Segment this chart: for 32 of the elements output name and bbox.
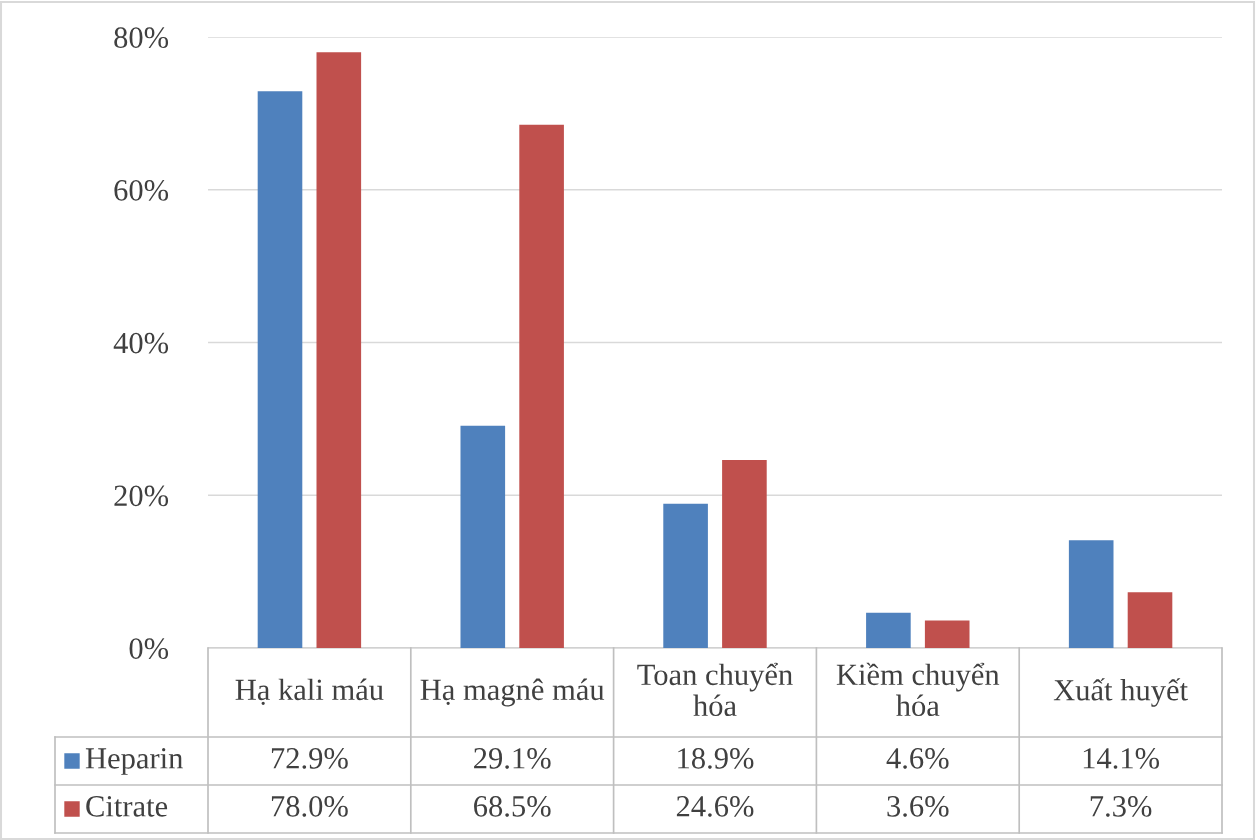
legend-label: Heparin	[85, 748, 183, 775]
y-tick-label: 40%	[113, 332, 169, 354]
bar	[519, 124, 564, 648]
data-label: 78.0%	[271, 796, 348, 817]
data-label: 4.6%	[886, 748, 949, 769]
bar	[257, 91, 303, 648]
bar	[663, 503, 708, 648]
x-tick-label: Xuất huyết	[1053, 678, 1188, 707]
bar	[924, 620, 970, 648]
data-label: 18.9%	[678, 748, 754, 769]
data-label: 72.9%	[271, 748, 348, 769]
x-tick-label: Hạ kali máu	[235, 678, 384, 705]
bar	[460, 425, 506, 648]
x-tick-label: Kiềm chuyển hóa	[836, 662, 1000, 717]
data-label: 68.5%	[474, 796, 551, 817]
data-label: 7.3%	[1090, 796, 1152, 817]
data-label: 24.6%	[676, 796, 754, 817]
x-tick-label: Hạ magnê máu	[420, 678, 605, 707]
data-label: 14.1%	[1083, 748, 1160, 769]
bar	[866, 612, 911, 648]
bar	[316, 52, 362, 648]
data-label: 29.1%	[474, 748, 551, 769]
x-tick-label: Toan chuyển hóa	[637, 662, 793, 717]
bar	[722, 460, 767, 648]
data-label: 3.6%	[887, 796, 949, 817]
bar	[1127, 592, 1173, 648]
legend-label: Citrate	[86, 796, 168, 817]
y-tick-label: 20%	[114, 485, 169, 507]
y-tick-label: 60%	[114, 180, 169, 201]
y-tick-label: 0%	[129, 638, 169, 659]
y-tick-label: 80%	[114, 27, 169, 48]
bar	[1068, 540, 1114, 648]
